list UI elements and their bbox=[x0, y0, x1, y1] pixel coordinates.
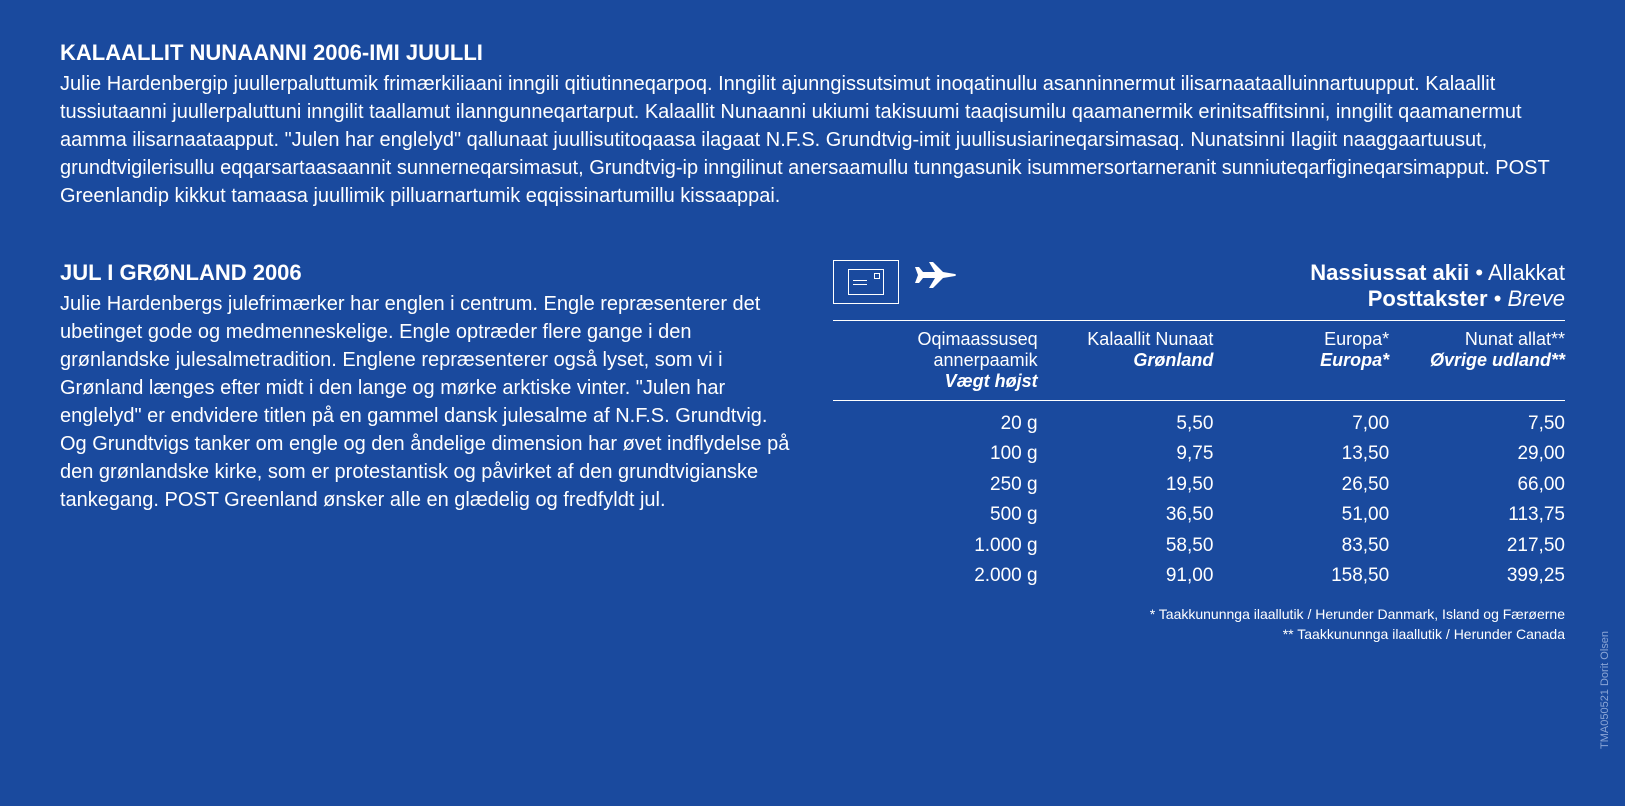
cell-weight: 2.000 g bbox=[833, 561, 1038, 591]
col2-top: Kalaallit Nunaat bbox=[1038, 329, 1214, 350]
cell-greenland: 5,50 bbox=[1038, 409, 1214, 439]
cell-other: 66,00 bbox=[1389, 470, 1565, 500]
table-row: 2.000 g 91,00 158,50 399,25 bbox=[833, 561, 1566, 591]
table-row: 1.000 g 58,50 83,50 217,50 bbox=[833, 531, 1566, 561]
greenlandic-body: Julie Hardenbergip juullerpaluttumik fri… bbox=[60, 70, 1565, 210]
title2-light: Breve bbox=[1508, 286, 1565, 311]
title1-bold: Nassiussat akii bbox=[1310, 260, 1469, 285]
table-row: 500 g 36,50 51,00 113,75 bbox=[833, 500, 1566, 530]
col3-bottom: Europa* bbox=[1213, 350, 1389, 371]
col4-bottom: Øvrige udland** bbox=[1389, 350, 1565, 371]
cell-weight: 500 g bbox=[833, 500, 1038, 530]
table-title-2: Posttakster • Breve bbox=[957, 286, 1566, 312]
table-row: 250 g 19,50 26,50 66,00 bbox=[833, 470, 1566, 500]
cell-europe: 13,50 bbox=[1213, 439, 1389, 469]
table-titles: Nassiussat akii • Allakkat Posttakster •… bbox=[957, 260, 1566, 312]
cell-weight: 20 g bbox=[833, 409, 1038, 439]
bottom-section: JUL I GRØNLAND 2006 Julie Hardenbergs ju… bbox=[60, 260, 1565, 645]
cell-other: 29,00 bbox=[1389, 439, 1565, 469]
cell-other: 7,50 bbox=[1389, 409, 1565, 439]
col1-bottom: Vægt højst bbox=[833, 371, 1038, 392]
col-header-other: Nunat allat** Øvrige udland** bbox=[1389, 329, 1565, 392]
col-header-europe: Europa* Europa* bbox=[1213, 329, 1389, 392]
col-header-greenland: Kalaallit Nunaat Grønland bbox=[1038, 329, 1214, 392]
title1-sep: • bbox=[1469, 260, 1488, 285]
envelope-icon-box bbox=[833, 260, 899, 304]
danish-column: JUL I GRØNLAND 2006 Julie Hardenbergs ju… bbox=[60, 260, 793, 645]
col-header-weight: Oqimaassuseq annerpaamik Vægt højst bbox=[833, 329, 1038, 392]
postal-rate-table: Nassiussat akii • Allakkat Posttakster •… bbox=[833, 260, 1566, 645]
cell-greenland: 19,50 bbox=[1038, 470, 1214, 500]
cell-europe: 26,50 bbox=[1213, 470, 1389, 500]
data-rows: 20 g 5,50 7,00 7,50 100 g 9,75 13,50 29,… bbox=[833, 409, 1566, 591]
table-title-1: Nassiussat akii • Allakkat bbox=[957, 260, 1566, 286]
envelope-icon bbox=[848, 269, 884, 295]
cell-greenland: 58,50 bbox=[1038, 531, 1214, 561]
cell-greenland: 91,00 bbox=[1038, 561, 1214, 591]
cell-weight: 1.000 g bbox=[833, 531, 1038, 561]
table-row: 100 g 9,75 13,50 29,00 bbox=[833, 439, 1566, 469]
footnote-2: ** Taakkununnga ilaallutik / Herunder Ca… bbox=[833, 625, 1566, 645]
title1-light: Allakkat bbox=[1488, 260, 1565, 285]
cell-other: 217,50 bbox=[1389, 531, 1565, 561]
column-headers: Oqimaassuseq annerpaamik Vægt højst Kala… bbox=[833, 329, 1566, 401]
col2-bottom: Grønland bbox=[1038, 350, 1214, 371]
cell-europe: 83,50 bbox=[1213, 531, 1389, 561]
cell-europe: 7,00 bbox=[1213, 409, 1389, 439]
cell-europe: 158,50 bbox=[1213, 561, 1389, 591]
cell-greenland: 36,50 bbox=[1038, 500, 1214, 530]
rate-table-column: Nassiussat akii • Allakkat Posttakster •… bbox=[833, 260, 1566, 645]
title2-bold: Posttakster bbox=[1368, 286, 1488, 311]
airplane-icon bbox=[913, 260, 957, 295]
cell-greenland: 9,75 bbox=[1038, 439, 1214, 469]
designer-credit: TMA050521 Dorit Olsen bbox=[1599, 631, 1611, 749]
greenlandic-title: KALAALLIT NUNAANNI 2006-IMI JUULLI bbox=[60, 40, 1565, 66]
col4-top: Nunat allat** bbox=[1389, 329, 1565, 350]
cell-other: 399,25 bbox=[1389, 561, 1565, 591]
danish-body: Julie Hardenbergs julefrimærker har engl… bbox=[60, 290, 793, 514]
danish-title: JUL I GRØNLAND 2006 bbox=[60, 260, 793, 286]
footnote-1: * Taakkununnga ilaallutik / Herunder Dan… bbox=[833, 605, 1566, 625]
cell-weight: 250 g bbox=[833, 470, 1038, 500]
cell-other: 113,75 bbox=[1389, 500, 1565, 530]
cell-weight: 100 g bbox=[833, 439, 1038, 469]
col1-top: Oqimaassuseq annerpaamik bbox=[833, 329, 1038, 371]
table-row: 20 g 5,50 7,00 7,50 bbox=[833, 409, 1566, 439]
table-title-row: Nassiussat akii • Allakkat Posttakster •… bbox=[833, 260, 1566, 321]
footnotes: * Taakkununnga ilaallutik / Herunder Dan… bbox=[833, 605, 1566, 644]
cell-europe: 51,00 bbox=[1213, 500, 1389, 530]
title2-sep: • bbox=[1488, 286, 1508, 311]
col3-top: Europa* bbox=[1213, 329, 1389, 350]
section-greenlandic: KALAALLIT NUNAANNI 2006-IMI JUULLI Julie… bbox=[60, 40, 1565, 210]
